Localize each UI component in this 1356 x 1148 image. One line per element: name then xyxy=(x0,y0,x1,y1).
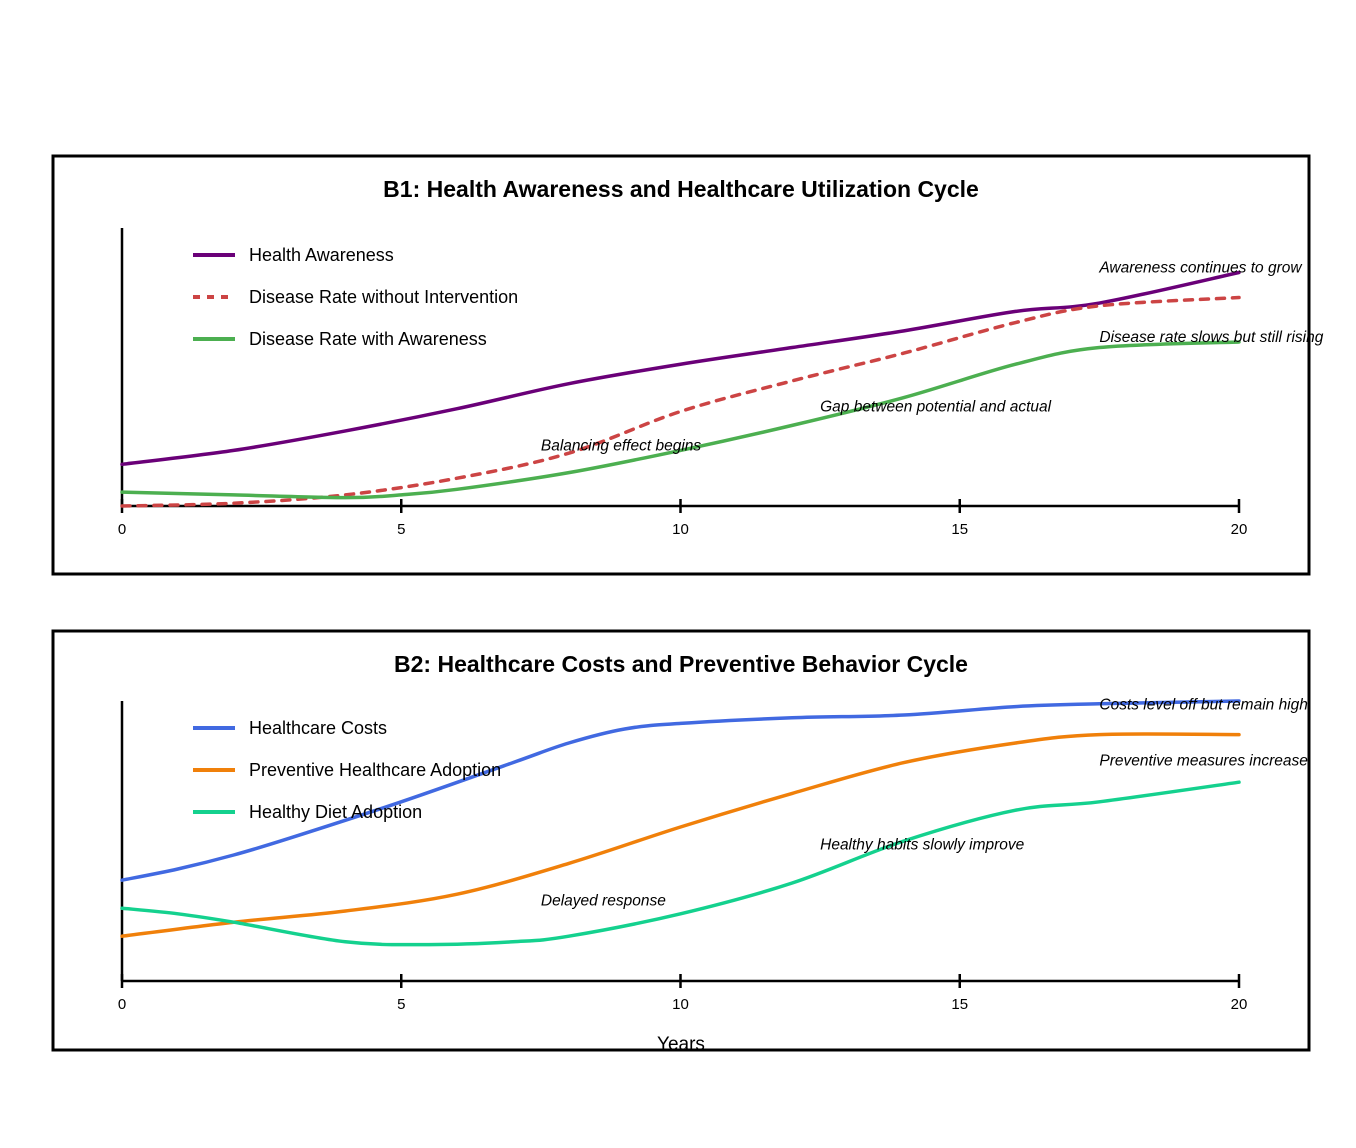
panel-b1-x-tick-label-3: 15 xyxy=(951,521,968,538)
panel-b2-series-line-1 xyxy=(120,732,1241,938)
panel-b2-plot: 0 5 10 15 20 Healthcare Costs Preventive Healt… xyxy=(118,696,1308,1013)
panel-b2-annotation-1: Preventive measures increase xyxy=(1099,752,1308,769)
panel-b2-legend-label-2: Healthy Diet Adoption xyxy=(249,802,422,822)
panel-b1-series-line-1 xyxy=(120,295,1241,508)
panel-b1-legend-label-1: Disease Rate without Intervention xyxy=(249,287,518,307)
panel-b1-series-line-2 xyxy=(120,340,1241,500)
panel-b2-x-tick-label-0: 0 xyxy=(118,996,126,1013)
panel-b2-x-tick-label-1: 5 xyxy=(397,996,405,1013)
panel-b1-plot: 0 5 10 15 20 Health Awareness Disease Rate wit… xyxy=(118,228,1324,538)
panel-b1: B1: Health Awareness and Healthcare Util… xyxy=(51,154,1324,576)
panel-b1-annotation-1: Disease rate slows but still rising xyxy=(1099,329,1323,346)
panel-b1-legend-label-0: Health Awareness xyxy=(249,245,394,265)
panel-b1-annotation-2: Gap between potential and actual xyxy=(820,398,1052,415)
panel-b1-annotation-3: Balancing effect begins xyxy=(541,437,702,454)
panel-b2-x-tick-label-3: 15 xyxy=(951,996,968,1013)
panel-b1-annotation-0: Awareness continues to grow xyxy=(1098,259,1303,276)
panel-b2-title: B2: Healthcare Costs and Preventive Beha… xyxy=(394,651,968,677)
panel-b1-legend-label-2: Disease Rate with Awareness xyxy=(249,329,487,349)
panel-b1-x-tick-label-4: 20 xyxy=(1231,521,1248,538)
panel-b1-series-line-0 xyxy=(120,270,1241,467)
panel-b1-x-tick-label-2: 10 xyxy=(672,521,689,538)
panel-b1-title: B1: Health Awareness and Healthcare Util… xyxy=(383,176,979,202)
panel-b2-legend-label-0: Healthcare Costs xyxy=(249,718,387,738)
panel-b2-annotation-3: Delayed response xyxy=(541,892,666,909)
panel-b2-annotation-2: Healthy habits slowly improve xyxy=(820,836,1025,853)
panel-b2-x-tick-label-4: 20 xyxy=(1231,996,1248,1013)
panel-b1-x-tick-label-0: 0 xyxy=(118,521,126,538)
panel-b1-x-tick-label-1: 5 xyxy=(397,521,405,538)
panel-b2-x-tick-label-2: 10 xyxy=(672,996,689,1013)
panel-b2: B2: Healthcare Costs and Preventive Beha… xyxy=(51,629,1311,1052)
panel-b2-series-line-0 xyxy=(120,699,1241,882)
x-axis-title: Years xyxy=(657,1034,705,1055)
panel-b2-series-line-2 xyxy=(120,780,1241,947)
panel-b2-annotation-0: Costs level off but remain high xyxy=(1099,696,1308,713)
panel-b2-legend-label-1: Preventive Healthcare Adoption xyxy=(249,760,501,780)
